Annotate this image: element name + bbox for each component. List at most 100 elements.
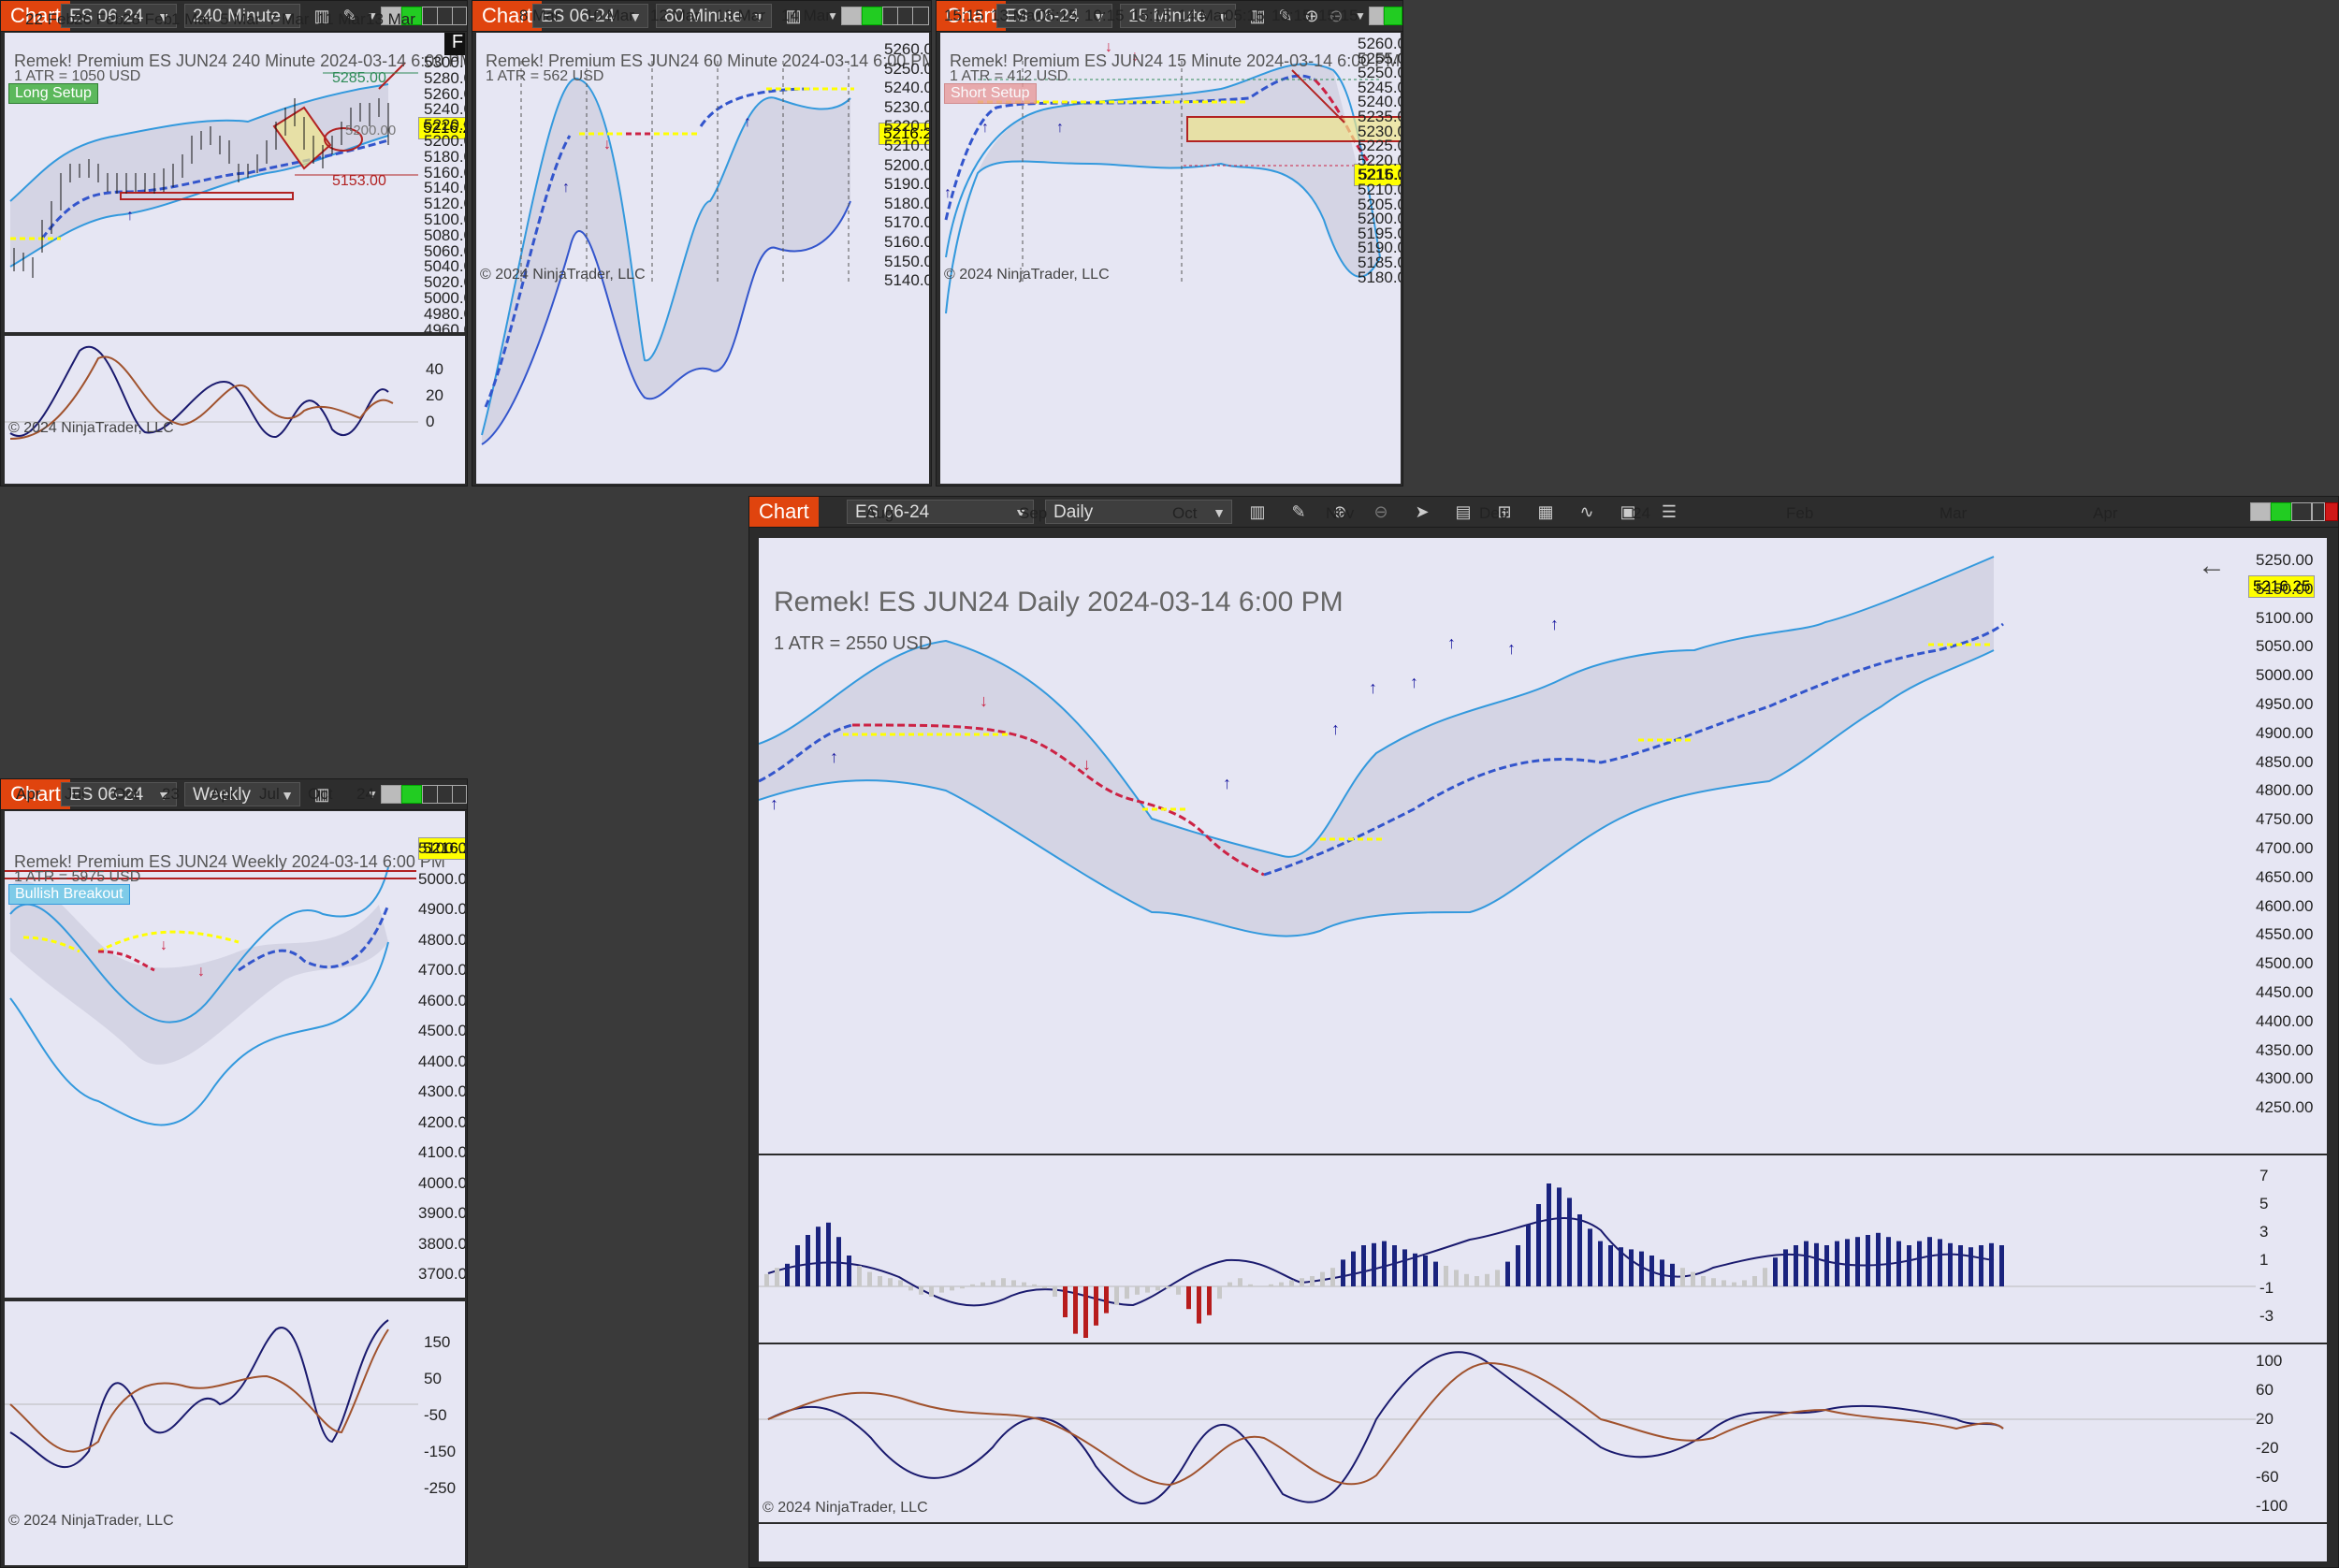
dropdown-icon[interactable]: ▼ xyxy=(367,9,378,22)
chart-window-daily: Chart ES 06-24 ▼ Daily ▼ ▥ ✎ ⊕ ⊖ ➤ ▤ ⊞ ▦ ∿… xyxy=(748,496,2339,1568)
hist-bar xyxy=(1938,1239,1942,1286)
dropdown-icon[interactable]: ▼ xyxy=(827,9,838,22)
dropdown-icon[interactable]: ▼ xyxy=(367,788,378,801)
close-button[interactable] xyxy=(912,7,929,25)
window-link-button[interactable] xyxy=(841,7,862,25)
bar-type-icon[interactable]: ▥ xyxy=(1249,502,1266,521)
maximize-button[interactable] xyxy=(2312,502,2325,521)
price-pane[interactable]: ↑ ↓ ↑ Remek! Premium ES JUN24 60 Minute … xyxy=(476,33,929,454)
close-button[interactable] xyxy=(452,785,467,804)
price-tick: 5200.00 xyxy=(424,132,465,150)
f-button[interactable]: F xyxy=(444,33,465,55)
price-tick: 5240.00 xyxy=(424,100,465,119)
window-color-button[interactable] xyxy=(862,7,882,25)
zoom-out-icon[interactable]: ⊖ xyxy=(1329,7,1344,25)
window-link-button[interactable] xyxy=(381,7,401,25)
price-tick: 4300.00 xyxy=(2256,1069,2314,1088)
zoom-in-icon[interactable]: ⊕ xyxy=(1332,502,1347,521)
menu-icon[interactable]: ☰ xyxy=(1661,502,1678,521)
interval-select[interactable]: 15 Minute ▼ xyxy=(1120,4,1236,28)
pointer-icon[interactable]: ➤ xyxy=(1415,502,1430,521)
interval-select[interactable]: Weekly ▼ xyxy=(184,782,300,806)
interval-select[interactable]: 60 Minute ▼ xyxy=(656,4,772,28)
data-box-icon[interactable]: ▤ xyxy=(1455,502,1472,521)
hist-bar xyxy=(1248,1284,1253,1286)
properties-icon[interactable]: ⊞ xyxy=(1497,502,1512,521)
bar-type-icon[interactable]: ▥ xyxy=(1249,7,1266,25)
drawing-tool-icon[interactable]: ✎ xyxy=(342,7,357,25)
chart-tab[interactable]: Chart xyxy=(472,1,542,31)
chart-tab[interactable]: Chart xyxy=(749,497,819,527)
drawing-tool-icon[interactable]: ✎ xyxy=(1278,7,1293,25)
price-tick: 5210.00 xyxy=(884,137,929,154)
oscillator-pane[interactable]: © 2024 NinjaTrader, LLC 40 20 0 -20 xyxy=(5,336,465,441)
instrument-select[interactable]: ES 06-24 ▼ xyxy=(532,4,648,28)
window-color-button[interactable] xyxy=(401,785,422,804)
hist-bar xyxy=(1402,1249,1407,1286)
chart-tab[interactable]: Chart xyxy=(1,1,70,31)
setup-badge: Short Setup xyxy=(944,83,1037,104)
trail-stop-line xyxy=(484,135,572,408)
time-tick: 15:15 xyxy=(944,7,984,24)
chart-tab[interactable]: Chart xyxy=(1,779,70,809)
price-tick: 4650.00 xyxy=(2256,867,2314,886)
oscillator-pane[interactable]: © 2024 NinjaTrader, LLC 150 50 -50 -150 -250 xyxy=(5,1301,465,1535)
price-pane[interactable]: ↓ ↓ Remek! Premium ES JUN24 Weekly 2024-… xyxy=(5,811,465,1298)
hist-bar xyxy=(1794,1245,1798,1286)
price-tick: 5260.00 xyxy=(884,40,929,58)
oscillator-pane[interactable]: © 2024 NinjaTrader, LLC 100 60 20 -20 -60 -10… xyxy=(759,1344,2327,1522)
strategies-icon[interactable]: ∿ xyxy=(1579,502,1594,521)
indicators-icon[interactable]: ▦ xyxy=(1537,502,1554,521)
window-link-button[interactable] xyxy=(381,785,401,804)
instrument-select[interactable]: ES 06-24 ▼ xyxy=(996,4,1112,28)
window-color-button[interactable] xyxy=(1384,7,1402,25)
hist-bar xyxy=(1567,1198,1572,1286)
minimize-button[interactable] xyxy=(2291,502,2312,521)
hist-bar xyxy=(1896,1241,1901,1286)
instrument-select[interactable]: ES 06-24 ▼ xyxy=(61,4,177,28)
price-tick: 4900.00 xyxy=(2256,723,2314,742)
price-pane[interactable]: ↑ Remek! Premium ES JUN24 240 Minute 202… xyxy=(5,33,465,332)
zoom-in-icon[interactable]: ⊕ xyxy=(1304,7,1319,25)
window-link-button[interactable] xyxy=(2250,502,2271,521)
price-tick: 5000.00 xyxy=(424,289,465,307)
window-link-button[interactable] xyxy=(1369,7,1384,25)
lower-band xyxy=(9,941,389,1126)
interval-select[interactable]: Daily ▼ xyxy=(1045,500,1232,524)
hist-bar xyxy=(826,1222,831,1286)
hist-bar xyxy=(1505,1261,1510,1286)
price-tick: 4700.00 xyxy=(418,961,465,979)
time-tick: 14 Mar xyxy=(781,7,831,24)
price-tick: 5280.00 xyxy=(424,68,465,87)
price-tick: 4800.00 xyxy=(2256,781,2314,800)
instrument-select[interactable]: ES 06-24 ▼ xyxy=(847,500,1034,524)
copyright: © 2024 NinjaTrader, LLC xyxy=(480,267,646,283)
time-tick: 13 Mar xyxy=(991,7,1040,24)
bar-type-icon[interactable]: ▥ xyxy=(313,785,330,804)
drawing-tool-icon[interactable]: ✎ xyxy=(1291,502,1306,521)
chart-tab[interactable]: Chart xyxy=(937,1,1006,31)
back-arrow-icon[interactable]: ← xyxy=(2198,550,2226,581)
price-tick: 4400.00 xyxy=(2256,1011,2314,1030)
histogram-pane[interactable]: 7 5 3 1 -1 -3 xyxy=(759,1155,2327,1343)
osc-line-fast xyxy=(767,1351,2004,1504)
setup-badge: Long Setup xyxy=(8,83,98,104)
window-color-button[interactable] xyxy=(401,7,422,25)
bar-type-icon[interactable]: ▥ xyxy=(313,7,330,25)
interval-select[interactable]: 240 Minute ▼ xyxy=(184,4,300,28)
hist-bar xyxy=(1742,1280,1747,1286)
templates-icon[interactable]: ▣ xyxy=(1620,502,1636,521)
instrument-select[interactable]: ES 06-24 ▼ xyxy=(61,782,177,806)
dropdown-icon[interactable]: ▼ xyxy=(1355,9,1366,22)
close-button[interactable] xyxy=(452,7,467,25)
buy-arrow-icon: ↑ xyxy=(1550,615,1559,633)
bar-type-icon[interactable]: ▥ xyxy=(785,7,802,25)
osc-tick: -20 xyxy=(2256,1439,2279,1457)
hist-bar xyxy=(939,1286,944,1293)
price-pane[interactable]: ↓ ↓ ↑ ↑ ↑ Remek! Premium ES JUN24 15 Min… xyxy=(940,33,1401,454)
close-button[interactable] xyxy=(2325,502,2338,521)
window-color-button[interactable] xyxy=(2271,502,2291,521)
price-pane[interactable]: ↑ ↑ ↓ ↓ ↑ ↑ ↑ ↑ ↑ ↑ ↑ Remek! ES JUN24 Da… xyxy=(759,538,2327,1154)
hist-bar xyxy=(1155,1286,1160,1291)
zoom-out-icon[interactable]: ⊖ xyxy=(1373,502,1388,521)
